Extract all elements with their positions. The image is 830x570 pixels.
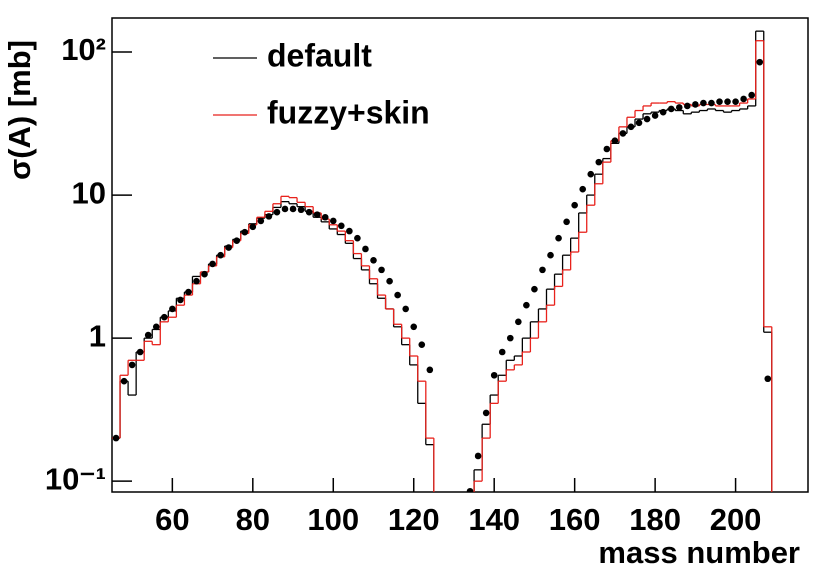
- data-point: [651, 112, 659, 119]
- data-point: [161, 313, 168, 321]
- data-point: [418, 341, 426, 348]
- data-point: [700, 99, 707, 107]
- x-tick-label: 60: [155, 502, 189, 537]
- x-tick-label: 160: [549, 502, 601, 537]
- data-point: [217, 251, 224, 259]
- x-axis-label: mass number: [598, 535, 800, 570]
- x-tick-label: 180: [629, 502, 681, 537]
- data-point: [756, 58, 764, 66]
- data-point: [563, 218, 570, 226]
- x-tick-label: 100: [307, 502, 359, 537]
- data-point: [643, 115, 651, 123]
- data-point: [732, 98, 739, 105]
- data-point: [611, 137, 619, 145]
- plot-frame: [111, 17, 809, 493]
- data-point: [321, 213, 329, 221]
- x-tick-label: 80: [236, 502, 270, 537]
- data-point: [740, 95, 747, 103]
- data-point: [362, 245, 369, 253]
- data-point: [273, 208, 281, 216]
- data-point: [329, 217, 337, 225]
- data-point: [402, 305, 409, 313]
- data-point: [354, 234, 361, 242]
- data-point: [297, 206, 305, 214]
- data-point: [539, 266, 546, 274]
- data-point: [684, 102, 691, 110]
- data-point: [498, 348, 506, 356]
- data-point: [193, 277, 200, 285]
- data-point: [410, 323, 418, 331]
- data-point: [482, 409, 490, 417]
- data-point: [515, 318, 522, 326]
- data-point: [289, 205, 297, 213]
- data-point: [659, 108, 667, 116]
- data-point: [386, 277, 393, 285]
- data-point: [555, 234, 562, 242]
- data-point: [506, 334, 514, 342]
- data-point: [169, 305, 176, 313]
- data-point: [692, 101, 699, 108]
- data-point: [177, 296, 184, 304]
- data-point: [144, 331, 152, 339]
- plot-area: [112, 30, 773, 492]
- data-point: [603, 145, 611, 153]
- data-point: [346, 227, 353, 235]
- data-point: [370, 257, 377, 264]
- data-point: [724, 98, 731, 105]
- y-tick-label: 10⁻¹: [45, 461, 106, 496]
- data-point: [587, 170, 595, 178]
- data-point: [748, 91, 755, 99]
- legend-label: fuzzy+skin: [267, 94, 430, 130]
- data-point: [595, 158, 603, 166]
- data-point: [257, 217, 265, 225]
- data-point: [152, 323, 160, 331]
- data-point: [466, 487, 474, 492]
- data-point: [490, 371, 498, 379]
- data-point: [249, 223, 257, 231]
- data-point: [619, 130, 627, 137]
- data-point: [136, 348, 144, 356]
- y-tick-label: 1: [89, 318, 106, 353]
- data-point: [313, 211, 321, 218]
- data-point: [209, 260, 216, 268]
- data-point: [531, 285, 538, 293]
- x-tick-label: 200: [710, 502, 762, 537]
- data-point: [225, 244, 232, 251]
- data-point: [265, 213, 273, 220]
- data-point: [120, 377, 128, 385]
- data-point: [627, 123, 635, 131]
- data-point: [201, 270, 208, 278]
- data-point: [305, 208, 313, 216]
- data-point: [675, 104, 683, 111]
- x-tick-label: 140: [468, 502, 520, 537]
- y-tick-label: 10: [72, 175, 106, 210]
- y-tick-label: 10²: [61, 32, 106, 67]
- data-point: [185, 288, 192, 296]
- data-point: [128, 361, 136, 369]
- data-point: [338, 222, 345, 230]
- data-point: [378, 266, 385, 274]
- data-point: [635, 119, 643, 127]
- data-point: [523, 301, 530, 309]
- data-point: [112, 434, 120, 442]
- data-point: [547, 251, 554, 259]
- data-point: [667, 105, 675, 113]
- data-point: [708, 99, 715, 107]
- data-point: [394, 291, 401, 299]
- data-point: [764, 375, 772, 383]
- data-point: [233, 237, 241, 244]
- data-point: [474, 452, 482, 460]
- data-point: [281, 205, 289, 213]
- legend-label: default: [267, 37, 372, 73]
- x-tick-label: 120: [388, 502, 440, 537]
- data-point: [579, 185, 587, 193]
- data-point: [241, 228, 249, 236]
- y-axis-label: σ(A) [mb]: [2, 40, 37, 180]
- data-point: [426, 366, 434, 374]
- data-point: [716, 98, 723, 105]
- data-point: [571, 201, 578, 209]
